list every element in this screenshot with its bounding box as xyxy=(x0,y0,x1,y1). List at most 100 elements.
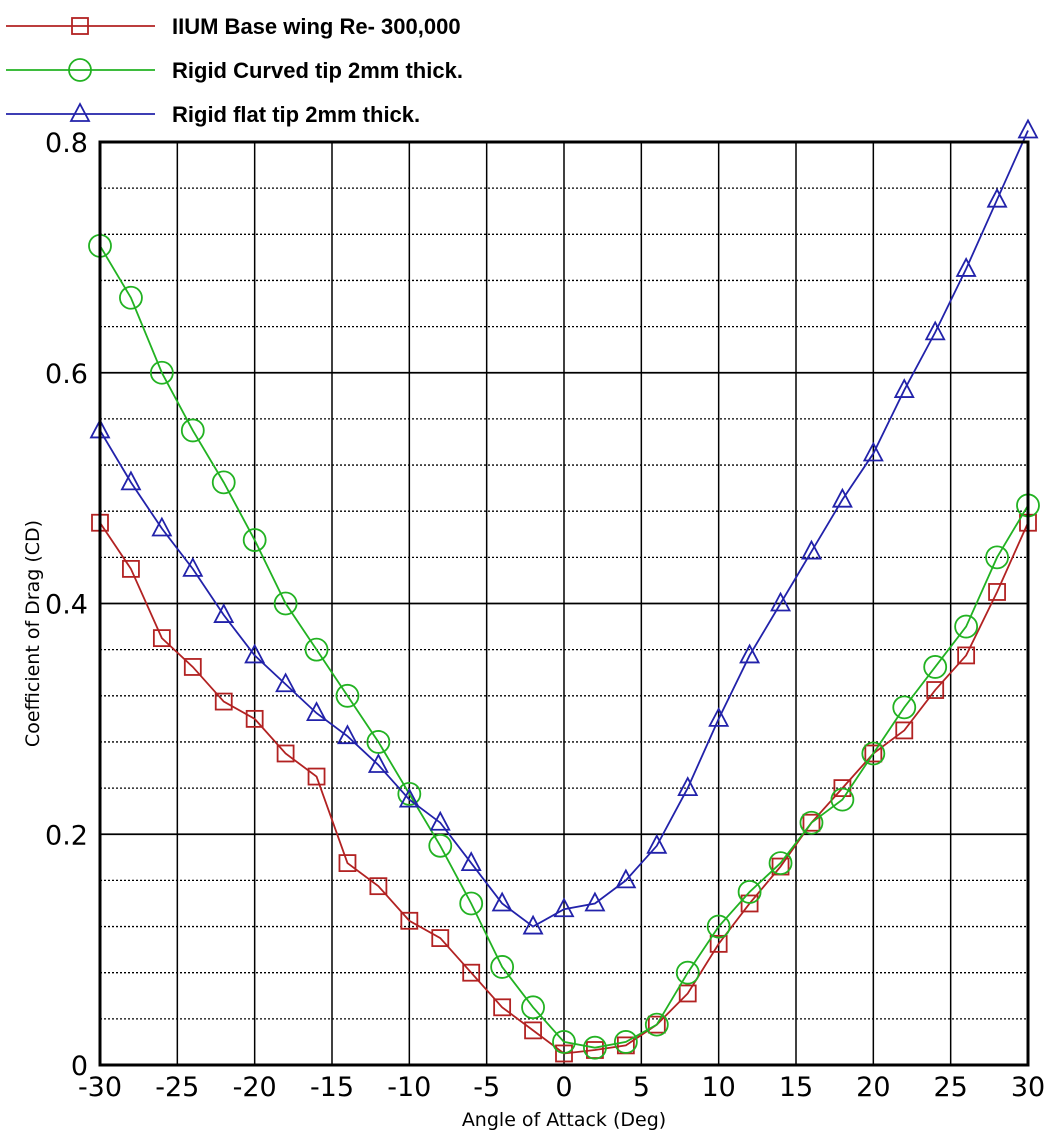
data-point xyxy=(306,701,328,722)
data-point xyxy=(182,556,204,577)
x-tick-label: 5 xyxy=(633,1072,650,1103)
data-point xyxy=(737,880,762,904)
data-point xyxy=(338,854,357,872)
x-tick-label: 30 xyxy=(1011,1072,1045,1103)
data-point xyxy=(214,692,233,711)
data-point xyxy=(893,378,915,398)
data-point xyxy=(428,833,453,858)
data-point xyxy=(273,591,298,616)
data-point xyxy=(740,894,759,913)
data-point xyxy=(644,1012,669,1037)
data-point xyxy=(988,583,1006,601)
data-point xyxy=(864,744,883,763)
data-point xyxy=(615,868,637,889)
series-layer xyxy=(88,118,1040,1063)
x-tick-label: -25 xyxy=(155,1072,199,1103)
data-point xyxy=(183,658,202,676)
data-point xyxy=(244,643,266,664)
data-point xyxy=(831,487,853,508)
data-point xyxy=(522,914,544,935)
data-point xyxy=(152,629,171,648)
data-point xyxy=(862,441,884,462)
data-point xyxy=(706,914,731,939)
data-point xyxy=(646,833,668,854)
data-point xyxy=(986,187,1008,208)
data-point xyxy=(304,637,329,662)
data-point xyxy=(459,891,484,916)
plot-frame xyxy=(98,140,1030,1067)
y-tick-label: 0.4 xyxy=(45,590,88,621)
data-point xyxy=(708,706,730,727)
data-point xyxy=(400,911,419,930)
data-point xyxy=(462,963,481,982)
data-point xyxy=(926,681,945,699)
data-point xyxy=(122,559,140,578)
data-point xyxy=(120,470,142,491)
legend-label: Rigid Curved tip 2mm thick. xyxy=(172,58,463,83)
x-tick-label: 25 xyxy=(933,1072,967,1103)
data-point xyxy=(895,721,914,740)
data-point xyxy=(369,877,388,896)
series-line xyxy=(99,130,1029,928)
x-tick-label: 20 xyxy=(856,1072,890,1103)
data-point xyxy=(245,709,264,728)
data-point xyxy=(242,528,267,552)
legend-label: Rigid flat tip 2mm thick. xyxy=(172,102,420,127)
data-point xyxy=(957,646,976,665)
data-point xyxy=(429,810,451,831)
data-point xyxy=(335,683,360,708)
data-point xyxy=(491,891,513,912)
data-point xyxy=(307,767,326,786)
tick-labels: -30 -25 -20 -15 -10 -5 0 5 10 15 20 25 30 0 0.2 0.4 0.6 0… xyxy=(45,128,1045,1103)
grid xyxy=(99,141,1029,1066)
data-point xyxy=(802,813,821,832)
data-point xyxy=(647,1015,666,1034)
x-tick-label: -5 xyxy=(473,1072,500,1103)
legend-marker xyxy=(69,102,91,122)
y-tick-label: 0.2 xyxy=(45,820,88,851)
data-point xyxy=(275,672,297,693)
x-tick-label: 10 xyxy=(701,1072,735,1103)
legend-item: IIUM Base wing Re- 300,000 xyxy=(6,14,461,39)
data-point xyxy=(985,545,1009,570)
data-point xyxy=(397,781,422,806)
legend-marker xyxy=(71,17,89,35)
data-point xyxy=(799,810,824,835)
data-point xyxy=(924,320,946,341)
y-tick-label: 0.8 xyxy=(45,128,88,159)
data-point xyxy=(521,995,545,1020)
data-point xyxy=(149,360,174,385)
data-point xyxy=(923,655,948,679)
data-point xyxy=(768,851,793,875)
x-tick-label: 0 xyxy=(555,1072,572,1103)
y-axis-title: Coefficient of Drag (CD) xyxy=(22,520,44,747)
series-circle xyxy=(88,233,1040,1060)
y-tick-label: 0.6 xyxy=(45,359,88,390)
data-point xyxy=(830,787,855,812)
data-point xyxy=(584,891,606,912)
data-point xyxy=(1017,118,1039,139)
legend-marker xyxy=(68,58,92,82)
data-point xyxy=(583,1035,607,1060)
data-point xyxy=(151,516,173,537)
data-point xyxy=(954,614,979,639)
data-point xyxy=(460,851,482,871)
data-point xyxy=(675,960,700,985)
data-point xyxy=(709,934,728,953)
data-point xyxy=(398,787,420,808)
data-point xyxy=(892,695,917,720)
series-line xyxy=(99,245,1029,1049)
x-tick-label: -15 xyxy=(310,1072,354,1103)
data-point xyxy=(490,955,515,979)
data-point xyxy=(553,897,575,918)
data-point xyxy=(555,1044,573,1063)
data-point xyxy=(367,753,389,773)
data-point xyxy=(366,730,391,754)
data-point xyxy=(677,776,699,796)
data-point xyxy=(613,1030,638,1054)
data-point xyxy=(180,418,205,443)
data-point xyxy=(524,1021,542,1040)
data-point xyxy=(955,256,977,277)
data-point xyxy=(336,724,358,745)
data-point xyxy=(431,929,450,947)
